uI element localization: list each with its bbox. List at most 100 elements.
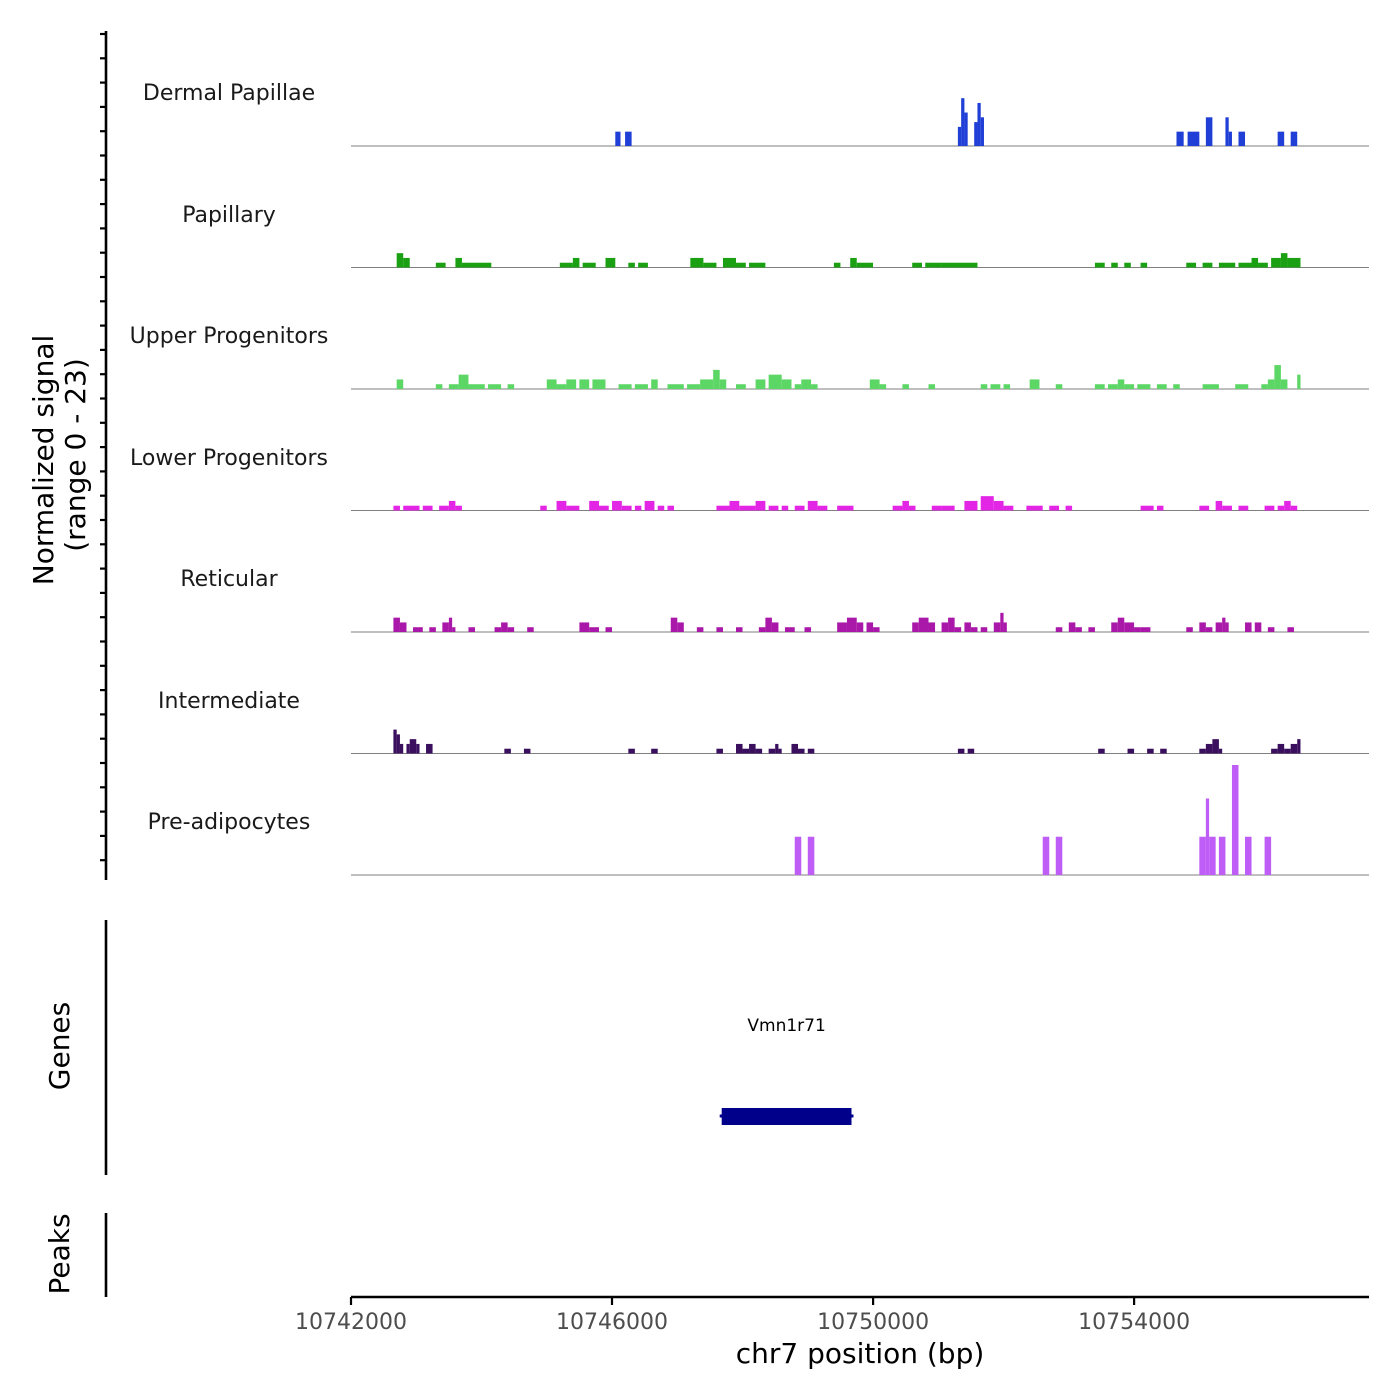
signal-bar (1222, 617, 1226, 632)
signal-bar (1271, 257, 1281, 268)
signal-bar (1075, 627, 1082, 632)
signal-bar (1290, 743, 1298, 754)
signal-bar (396, 253, 404, 268)
signal-bar (1173, 384, 1180, 389)
signal-bar (977, 102, 981, 146)
signal-bar (1274, 365, 1281, 389)
signal-bar (435, 384, 443, 389)
signal-bar (912, 622, 919, 632)
signal-bar (393, 729, 397, 754)
y-axis-title-line1: Normalized signal (27, 335, 60, 586)
y-axis-title-line2: (range 0 - 23) (59, 358, 92, 552)
signal-bar (468, 627, 475, 632)
signal-bar (729, 500, 740, 511)
signal-bar (1218, 262, 1236, 268)
signal-bar (566, 379, 577, 389)
signal-bar (1140, 262, 1148, 268)
signal-bar (1140, 627, 1151, 632)
signal-bar (1124, 384, 1135, 389)
signal-bar (393, 617, 400, 632)
signal-bar (556, 384, 567, 389)
signal-bar (807, 836, 815, 875)
signal-bar (1111, 622, 1118, 632)
signal-bar (739, 505, 756, 511)
signal-bar (448, 500, 456, 511)
signal-bar (912, 262, 922, 268)
signal-bar (1251, 257, 1259, 268)
signal-bar (448, 617, 453, 632)
signal-bar (481, 262, 492, 268)
signal-bar (452, 627, 456, 632)
signal-bar (1212, 739, 1219, 754)
signal-bar (461, 262, 482, 268)
signal-bar (775, 743, 779, 754)
signal-bar (1055, 836, 1063, 875)
signal-bar (1205, 798, 1210, 875)
signal-bar (670, 617, 678, 632)
signal-bar (1199, 748, 1206, 754)
track-pre-adipocytes (351, 765, 1369, 876)
signal-bar (837, 622, 847, 632)
signal-bar (736, 262, 746, 268)
signal-bar (716, 748, 723, 754)
signal-bar (412, 505, 420, 511)
signal-bar (1055, 627, 1063, 632)
signal-bar (501, 622, 508, 632)
track-labels: Dermal Papillae Papillary Upper Progenit… (130, 81, 329, 835)
signal-bar (869, 379, 880, 389)
signal-bar (1117, 379, 1125, 389)
signal-bar (1042, 836, 1050, 875)
signal-bar (1127, 748, 1135, 754)
signal-bar (716, 505, 730, 511)
signal-bar (771, 622, 779, 632)
signal-bar (507, 627, 515, 632)
signal-bar (1124, 622, 1135, 632)
signal-bar (1186, 262, 1197, 268)
signal-bar (941, 262, 978, 268)
signal-bar (758, 627, 766, 632)
signal-bar (1098, 748, 1105, 754)
signal-bar (964, 112, 968, 146)
signal-bar (651, 379, 658, 389)
signal-bar (928, 384, 936, 389)
x-tick-label: 10750000 (817, 1310, 929, 1335)
signal-bar (964, 500, 978, 511)
signal-bar (1205, 117, 1213, 146)
signal-bar (1277, 743, 1285, 754)
signal-bar (749, 262, 766, 268)
signal-bar (1238, 505, 1249, 511)
track-lower-progenitors (351, 496, 1369, 512)
signal-bar (807, 500, 818, 511)
track-reticular (351, 612, 1369, 633)
signal-bar (690, 257, 704, 268)
signal-bar (651, 748, 658, 754)
signal-bar (1199, 836, 1206, 875)
signal-bar (422, 505, 433, 511)
signal-bar (1111, 262, 1118, 268)
signal-bar (628, 262, 635, 268)
signal-bar (399, 743, 404, 754)
signal-bar (928, 622, 936, 632)
signal-bar (954, 627, 962, 632)
signal-bar (957, 126, 962, 146)
signal-bar (817, 505, 828, 511)
signal-bar (974, 122, 978, 146)
signal-bar (948, 617, 955, 632)
signal-bar (1277, 131, 1285, 146)
signal-bar (957, 748, 965, 754)
signal-bar (488, 384, 502, 389)
signal-bar (494, 627, 502, 632)
signal-bar (598, 505, 609, 511)
signal-bar (1124, 262, 1131, 268)
signal-bar (768, 374, 782, 389)
signal-bar (749, 743, 756, 754)
signal-bar (1055, 384, 1063, 389)
signal-bar (507, 384, 515, 389)
signal-bar (634, 384, 648, 389)
signal-bar (416, 743, 420, 754)
signal-bar (778, 748, 782, 754)
signal-bar (527, 627, 534, 632)
track-intermediate (351, 729, 1369, 755)
signal-bar (980, 627, 988, 632)
signal-bar (1026, 505, 1043, 511)
